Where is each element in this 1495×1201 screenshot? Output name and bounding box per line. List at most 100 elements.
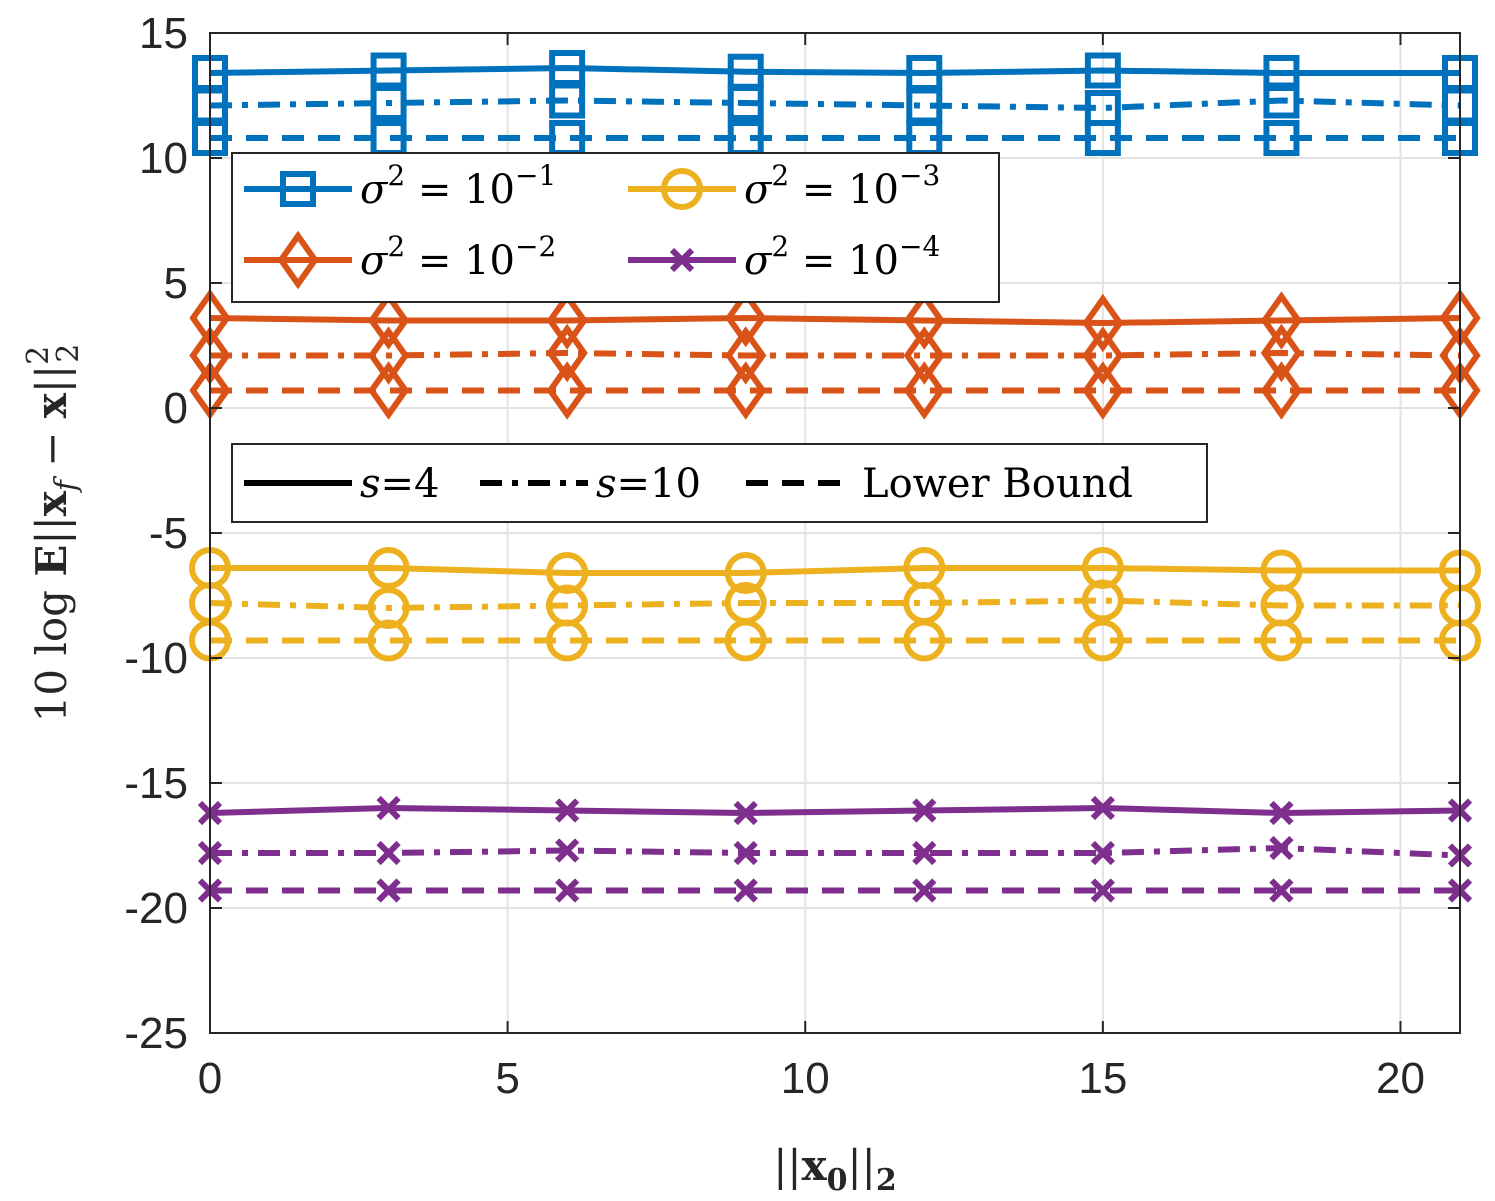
series-line (209, 597, 1460, 611)
data-point (376, 878, 401, 903)
legend-label: σ2 = 10−4 (744, 230, 940, 284)
data-point (1263, 82, 1300, 119)
legend-item-sigma2: σ2 = 10−2 (244, 230, 556, 290)
data-point (733, 840, 758, 866)
data-point (727, 85, 764, 121)
data-point (546, 361, 588, 420)
data-point (1263, 120, 1300, 156)
data-point (725, 361, 767, 420)
data-point (1090, 795, 1115, 821)
series-sigma4-solid (197, 795, 1473, 826)
data-point (1081, 619, 1124, 662)
series-line (209, 315, 1461, 326)
y-tick-label: -25 (124, 1009, 188, 1058)
data-point (1260, 361, 1303, 420)
data-point (724, 619, 767, 662)
series-line (210, 350, 1461, 359)
y-tick-label: 0 (164, 384, 188, 433)
ticks: 0 5 10 15 20 15 10 5 0 -5 -10 -15 -20 -25 (124, 9, 1460, 1103)
data-point (724, 552, 767, 594)
data-point (1269, 835, 1294, 861)
data-point (1090, 878, 1115, 903)
data-point (1082, 326, 1124, 385)
y-tick-label: -20 (124, 884, 188, 933)
x-tick-label: 15 (1078, 1054, 1127, 1103)
legend-label: σ2 = 10−1 (360, 159, 556, 213)
data-point (1260, 291, 1303, 350)
legend-marker (280, 171, 316, 207)
y-tick-label: 5 (164, 259, 188, 308)
legend-label: σ2 = 10−3 (744, 159, 940, 213)
legend-marker (661, 168, 703, 210)
legend-style-solid: s=4 (244, 461, 440, 507)
data-point (1260, 619, 1303, 662)
x-tick-label: 5 (495, 1054, 519, 1103)
legend-label: s=4 (360, 461, 440, 507)
data-point (549, 82, 586, 119)
legend-marker (277, 230, 319, 290)
y-tick-label: 10 (139, 134, 188, 183)
data-point (912, 798, 937, 823)
legend-label: s=10 (596, 461, 701, 507)
data-point (555, 838, 580, 863)
data-point (733, 800, 758, 826)
data-point (725, 326, 767, 385)
series-layer (189, 50, 1481, 903)
data-point (546, 291, 588, 350)
data-point (903, 291, 945, 350)
data-point (912, 878, 937, 903)
x-tick-label: 0 (198, 1054, 222, 1103)
legend-item-sigma3: σ2 = 10−3 (628, 159, 940, 213)
data-point (555, 798, 580, 823)
legend-style-dashed: Lower Bound (746, 461, 1133, 507)
legend-style: s=4 s=10 Lower Bound (231, 443, 1208, 523)
series-line (209, 97, 1461, 111)
data-point (1082, 361, 1124, 420)
data-point (555, 878, 580, 903)
data-point (1082, 293, 1124, 353)
x-tick-label: 20 (1376, 1054, 1425, 1103)
y-tick-label: -15 (124, 759, 188, 808)
data-point (733, 878, 758, 903)
legend-style-dashdot: s=10 (480, 461, 701, 507)
data-point (725, 288, 767, 348)
data-point (546, 619, 589, 662)
data-point (1269, 800, 1294, 826)
data-point (546, 552, 589, 594)
data-point (376, 795, 401, 821)
data-point (376, 840, 401, 866)
series-line (209, 65, 1460, 76)
data-point (903, 361, 945, 420)
y-tick-label: -10 (124, 634, 188, 683)
data-point (903, 619, 946, 662)
data-point (370, 85, 407, 121)
series-line (209, 805, 1461, 816)
x-tick-label: 10 (781, 1054, 830, 1103)
data-point (1090, 840, 1115, 866)
series-line (210, 845, 1461, 859)
series-sigma4-dashdot (197, 835, 1473, 868)
legend-label: Lower Bound (862, 461, 1133, 507)
legend-item-sigma1: σ2 = 10−1 (244, 159, 556, 213)
data-point (367, 326, 410, 385)
legend-marker (669, 247, 695, 273)
data-point (367, 619, 410, 662)
legend-sigma: σ2 = 10−1 σ2 = 10−3 σ2 = 10−2 σ2 = 10−4 (231, 152, 1000, 303)
y-tick-label: 15 (139, 9, 188, 58)
y-axis-label: 10 log E||xf − x||22 (21, 344, 86, 723)
data-point (367, 587, 410, 629)
data-point (1081, 579, 1124, 622)
data-point (1269, 878, 1294, 903)
data-point (367, 361, 410, 420)
series-line (210, 565, 1460, 576)
legend-item-sigma4: σ2 = 10−4 (628, 230, 940, 284)
data-point (1084, 120, 1121, 156)
x-axis-label: ||x0||2 (773, 1141, 896, 1198)
data-point (1084, 52, 1121, 89)
legend-label: σ2 = 10−2 (360, 230, 556, 284)
data-point (367, 291, 410, 350)
legend-style-box (231, 443, 1208, 523)
y-tick-label: -5 (149, 509, 188, 558)
data-point (903, 326, 945, 385)
